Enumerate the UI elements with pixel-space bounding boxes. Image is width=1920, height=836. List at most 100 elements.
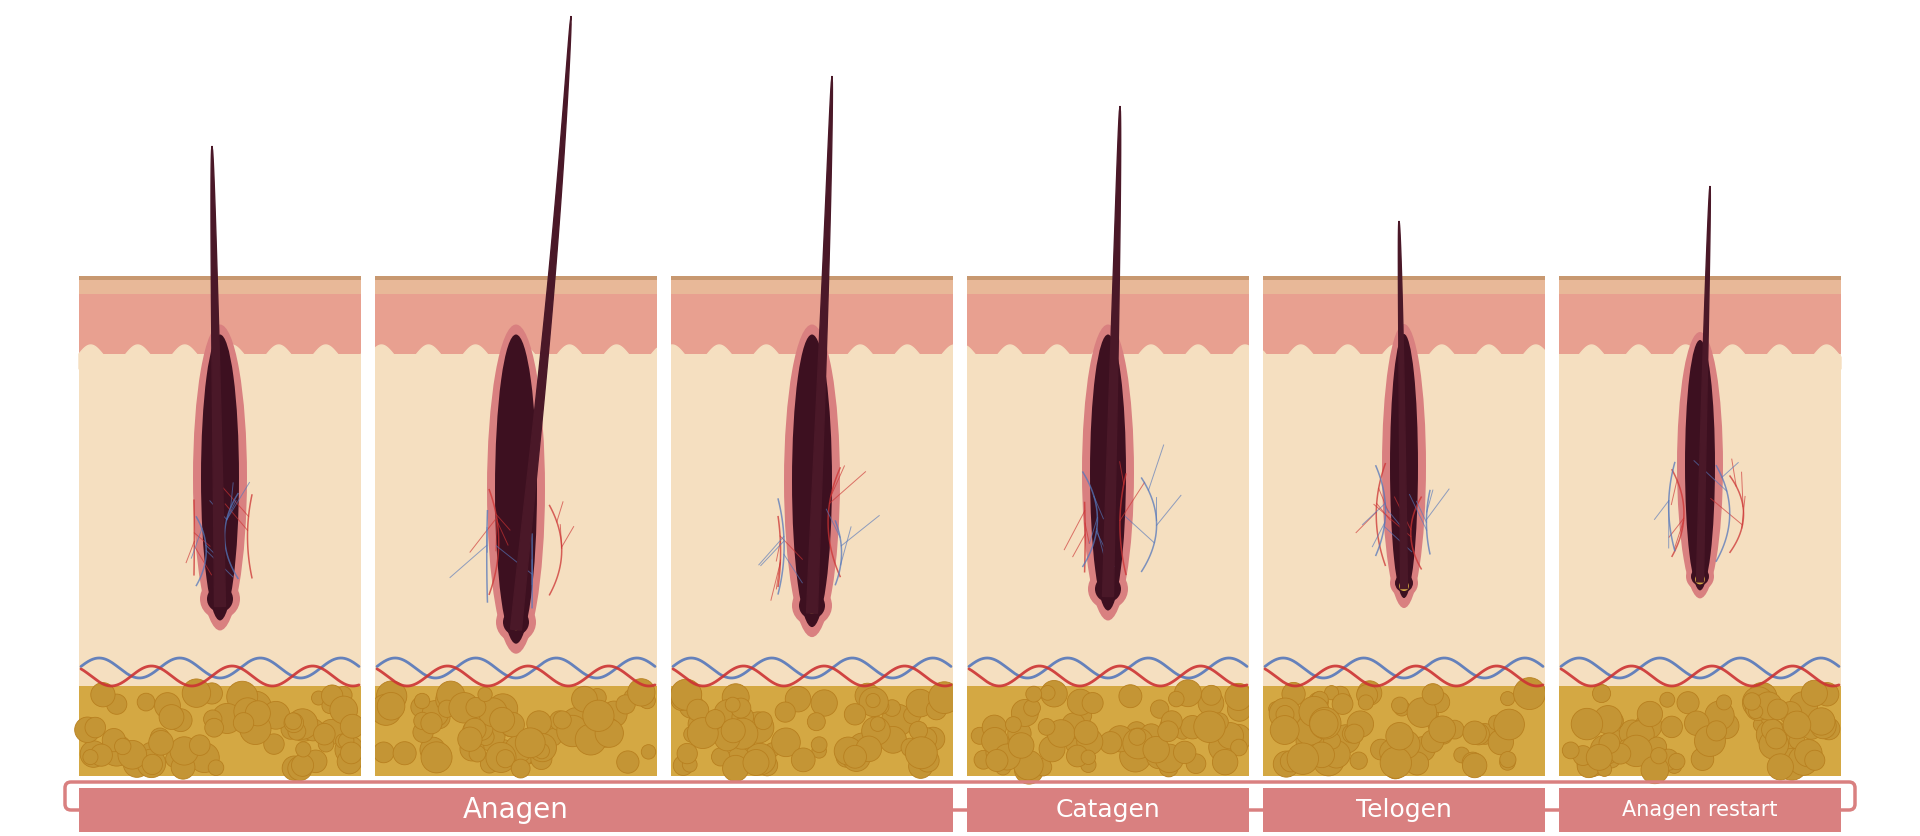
Circle shape	[1331, 725, 1359, 753]
Circle shape	[906, 690, 933, 717]
Ellipse shape	[495, 334, 538, 644]
Circle shape	[1073, 721, 1098, 744]
Circle shape	[1006, 716, 1021, 732]
Circle shape	[240, 713, 271, 745]
Bar	[952, 216, 968, 781]
Circle shape	[916, 754, 929, 768]
Circle shape	[313, 723, 336, 745]
Circle shape	[1436, 723, 1452, 737]
Circle shape	[1231, 739, 1248, 756]
Circle shape	[1513, 678, 1546, 710]
Bar	[79, 788, 952, 832]
Circle shape	[1588, 747, 1609, 767]
Circle shape	[1636, 712, 1663, 739]
Circle shape	[202, 683, 223, 704]
Bar	[1559, 294, 1841, 354]
Circle shape	[211, 703, 242, 733]
Circle shape	[1380, 739, 1405, 765]
Bar	[1559, 788, 1841, 832]
Bar	[1546, 216, 1559, 781]
Circle shape	[282, 756, 307, 781]
Circle shape	[1411, 737, 1436, 762]
Bar	[1250, 216, 1263, 781]
Circle shape	[501, 720, 518, 737]
Circle shape	[503, 609, 530, 635]
Circle shape	[1695, 574, 1705, 584]
Circle shape	[376, 692, 405, 720]
Circle shape	[1757, 720, 1788, 750]
Circle shape	[1384, 758, 1405, 779]
Circle shape	[1041, 681, 1068, 707]
Circle shape	[1014, 755, 1044, 784]
Bar	[968, 294, 1250, 354]
Bar	[670, 276, 952, 280]
Circle shape	[234, 698, 261, 726]
Circle shape	[862, 716, 891, 746]
Circle shape	[1350, 752, 1367, 769]
Circle shape	[457, 696, 472, 711]
Circle shape	[1269, 701, 1283, 716]
Bar	[1559, 276, 1841, 280]
Circle shape	[227, 681, 257, 712]
Circle shape	[323, 698, 338, 713]
Circle shape	[616, 695, 636, 714]
Circle shape	[1380, 747, 1411, 778]
Circle shape	[1212, 749, 1238, 775]
Circle shape	[929, 682, 960, 714]
Circle shape	[785, 686, 810, 712]
Circle shape	[478, 698, 507, 726]
Circle shape	[781, 731, 795, 745]
Ellipse shape	[1091, 334, 1125, 610]
Circle shape	[1626, 721, 1655, 748]
Circle shape	[1705, 701, 1734, 731]
Circle shape	[1619, 739, 1636, 757]
Circle shape	[1309, 742, 1334, 767]
Circle shape	[434, 749, 447, 764]
Circle shape	[1281, 751, 1302, 772]
Circle shape	[1755, 692, 1782, 720]
Ellipse shape	[194, 324, 248, 630]
Circle shape	[1761, 719, 1784, 741]
Ellipse shape	[1390, 334, 1419, 598]
Circle shape	[90, 744, 113, 767]
Bar	[79, 276, 361, 280]
Circle shape	[1563, 742, 1578, 759]
Circle shape	[1150, 700, 1169, 718]
Circle shape	[1768, 699, 1788, 720]
Circle shape	[1576, 755, 1599, 777]
Bar	[1263, 276, 1546, 280]
Circle shape	[1313, 745, 1344, 776]
Circle shape	[1707, 721, 1726, 741]
Circle shape	[1400, 581, 1409, 591]
Polygon shape	[1697, 186, 1711, 582]
Circle shape	[1371, 739, 1392, 760]
Circle shape	[910, 721, 927, 740]
Circle shape	[371, 694, 401, 726]
Circle shape	[1707, 711, 1728, 732]
Circle shape	[1342, 725, 1361, 743]
Circle shape	[1202, 686, 1221, 706]
Circle shape	[732, 706, 755, 728]
Circle shape	[1599, 733, 1620, 753]
Circle shape	[1423, 684, 1444, 705]
Circle shape	[449, 692, 480, 723]
Circle shape	[1160, 758, 1179, 777]
Circle shape	[84, 717, 106, 738]
Circle shape	[1780, 701, 1801, 724]
Circle shape	[413, 722, 434, 742]
Circle shape	[870, 716, 885, 732]
Circle shape	[1060, 721, 1081, 742]
Circle shape	[1073, 706, 1092, 725]
Circle shape	[1500, 755, 1515, 770]
Ellipse shape	[488, 324, 545, 654]
Circle shape	[1325, 686, 1338, 700]
Circle shape	[557, 716, 588, 747]
Circle shape	[242, 712, 267, 737]
Circle shape	[916, 749, 939, 772]
Circle shape	[1158, 721, 1179, 742]
Bar	[1559, 354, 1841, 686]
Circle shape	[1603, 750, 1620, 768]
Circle shape	[1619, 720, 1645, 746]
Circle shape	[1753, 717, 1768, 732]
Circle shape	[772, 728, 801, 757]
